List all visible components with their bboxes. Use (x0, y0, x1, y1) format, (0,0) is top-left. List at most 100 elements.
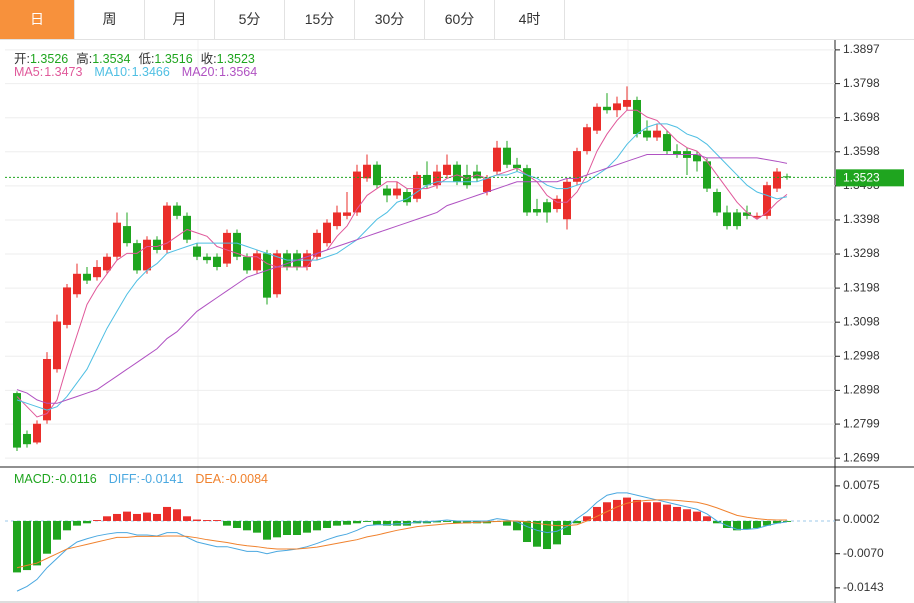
legend-value: 1.3473 (44, 65, 83, 79)
legend-name: MACD: (14, 472, 55, 486)
candle-body (643, 130, 651, 138)
macd-bar (663, 504, 671, 521)
macd-bar (153, 513, 161, 521)
macd-bar (613, 499, 621, 521)
candle-body (603, 106, 611, 111)
ohlc-value: 1.3534 (92, 52, 131, 66)
period-tab[interactable]: 5分 (215, 0, 285, 39)
candle-body (693, 154, 701, 162)
candle-body (753, 215, 761, 218)
legend-name: MA5: (14, 65, 44, 79)
macd-bar (123, 511, 131, 521)
candle-body (583, 127, 591, 152)
indicator-line (16, 499, 787, 569)
candle-body (213, 256, 221, 267)
macd-bar (683, 509, 691, 521)
legend-name: DIFF: (108, 472, 140, 486)
period-tab[interactable]: 月 (145, 0, 215, 39)
macd-bar (313, 520, 321, 531)
period-tab[interactable]: 周 (75, 0, 145, 39)
macd-bar (583, 516, 591, 521)
macd-bar (703, 516, 711, 521)
candle-body (483, 178, 491, 192)
ohlc-value: 1.3516 (154, 52, 193, 66)
legend-item: DIFF:-0.0141 (109, 472, 184, 486)
candle-body (343, 212, 351, 216)
y-tick-label: -0.0070 (843, 546, 884, 560)
candle-body (233, 232, 241, 257)
macd-bar (143, 512, 151, 521)
macd-bar (113, 513, 121, 521)
candle-body (633, 99, 641, 135)
macd-bar (383, 520, 391, 526)
macd-bar (773, 520, 781, 524)
macd-bar (673, 506, 681, 521)
candle-body (423, 174, 431, 186)
candle-body (143, 239, 151, 271)
macd-bar (463, 520, 471, 524)
macd-bar (353, 520, 361, 524)
macd-bar (243, 520, 251, 531)
candle-body (763, 185, 771, 216)
y-tick-label: 1.3698 (843, 110, 880, 124)
y-tick-label: 1.3897 (843, 42, 880, 56)
candle-body (363, 164, 371, 179)
legend-value: -0.0141 (141, 472, 184, 486)
candle-body (13, 393, 21, 448)
macd-bar (723, 520, 731, 528)
macd-bar (513, 520, 521, 531)
candle-body (653, 130, 661, 138)
ohlc-item: 开:1.3526 (14, 48, 68, 67)
period-tab[interactable]: 15分 (285, 0, 355, 39)
macd-bar (333, 520, 341, 526)
candle-body (503, 147, 511, 165)
candle-body (163, 205, 171, 250)
y-tick-label: 1.3098 (843, 314, 880, 328)
macd-bar (363, 520, 371, 522)
macd-bar (633, 499, 641, 521)
legend-name: MA20: (181, 65, 218, 79)
candle-body (613, 103, 621, 111)
candle-body (733, 212, 741, 227)
candle-body (23, 433, 31, 445)
candle-body (173, 205, 181, 216)
macd-bar (293, 520, 301, 535)
candle-body (673, 151, 681, 155)
macd-bar (103, 516, 111, 521)
macd-bar (43, 520, 51, 554)
macd-bar (443, 520, 451, 522)
candle-body (663, 134, 671, 152)
last-price-label: 1.3523 (843, 171, 880, 185)
candle-body (373, 164, 381, 186)
period-tab[interactable]: 30分 (355, 0, 425, 39)
y-tick-label: 1.3798 (843, 76, 880, 90)
macd-bar (503, 520, 511, 526)
candle-body (223, 232, 231, 264)
indicator-line (16, 154, 788, 404)
macd-bar (253, 520, 261, 533)
macd-bar (63, 520, 71, 531)
candle-body (73, 273, 81, 295)
y-tick-label: 1.3298 (843, 246, 880, 260)
candle-body (313, 232, 321, 257)
candle-body (333, 212, 341, 227)
macd-bar (563, 520, 571, 535)
macd-bar (693, 511, 701, 521)
period-tabs: 日周月 5分 15分 30分 60分 4时 (0, 0, 914, 40)
period-tab[interactable]: 4时 (495, 0, 565, 39)
macd-bar (193, 519, 201, 521)
y-tick-label: 0.0002 (843, 512, 880, 526)
period-tab[interactable]: 60分 (425, 0, 495, 39)
macd-bar (343, 520, 351, 525)
legend-value: -0.0084 (225, 472, 268, 486)
macd-bar (453, 520, 461, 524)
candle-body (103, 256, 111, 271)
macd-bar (573, 520, 581, 524)
period-tab[interactable]: 日 (0, 0, 75, 39)
candle-body (63, 287, 71, 325)
macd-bar (93, 520, 101, 521)
y-tick-label: 1.3598 (843, 144, 880, 158)
candle-body (623, 99, 631, 107)
candle-body (393, 188, 401, 196)
macd-bar (733, 520, 741, 531)
